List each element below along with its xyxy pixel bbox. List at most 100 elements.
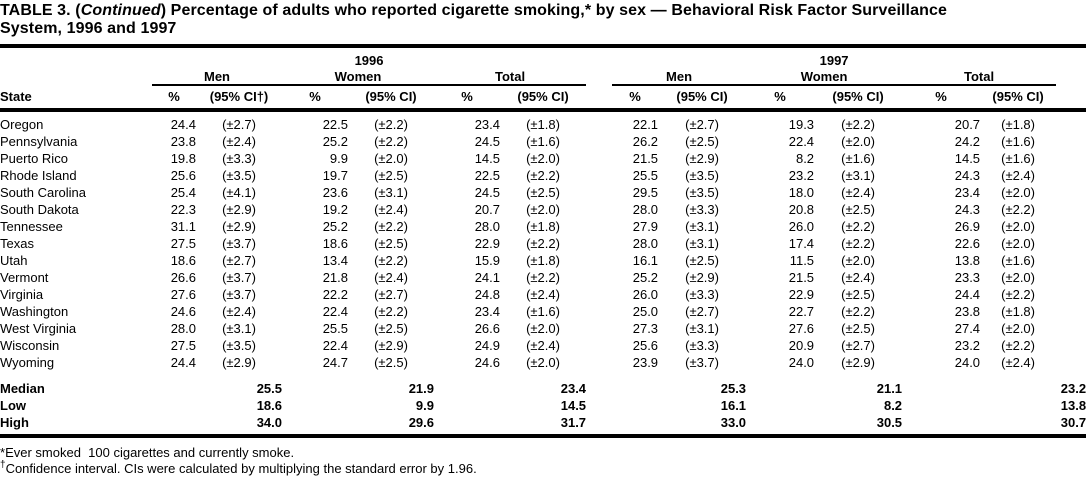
ci-column-header: (95% CI) — [980, 85, 1057, 112]
ci-cell: (±4.1) — [222, 185, 256, 200]
percent-cell: 28.0 — [632, 202, 659, 217]
percent-cell: 20.9 — [788, 338, 815, 353]
state-cell: Tennessee — [0, 219, 63, 234]
state-cell: Wyoming — [0, 355, 55, 370]
group-header-total-1996: Total — [434, 69, 587, 86]
ci-cell: (±2.5) — [374, 355, 408, 370]
percent-cell: 23.9 — [632, 355, 659, 370]
ci-cell: (±2.9) — [685, 151, 719, 166]
state-rows: Oregon 24.4 (±2.7) 22.5 (±2.2) 23.4 (±1.8) 22.1… — [0, 110, 1086, 371]
state-cell: Vermont — [0, 270, 49, 285]
ci-cell: (±2.2) — [526, 168, 560, 183]
state-cell: West Virginia — [0, 321, 77, 336]
percent-cell: 22.5 — [322, 117, 348, 132]
summary-value-cell: 30.5 — [746, 414, 903, 438]
state-column-header: State — [0, 85, 152, 112]
percent-cell: 20.7 — [954, 117, 981, 132]
percent-cell: 21.5 — [788, 270, 815, 285]
table-row: Wyoming 24.4 (±2.9) 24.7 (±2.5) 24.6 (±2.0) 23.… — [0, 354, 1086, 371]
percent-cell: 29.5 — [632, 185, 659, 200]
table-row: Puerto Rico 19.8 (±3.3) 9.9 (±2.0) 14.5 (±2.0)… — [0, 150, 1086, 167]
pad-cell — [1056, 252, 1086, 269]
summary-row: Low 18.6 9.9 14.5 16.1 8.2 13.8 — [0, 397, 1086, 414]
pad-cell — [1056, 235, 1086, 252]
ci-cell: (±3.7) — [222, 236, 256, 251]
percent-cell: 14.5 — [474, 151, 500, 166]
ci-cell: (±3.3) — [685, 287, 719, 302]
ci-column-header: (95% CI) — [348, 85, 434, 112]
ci-cell: (±3.1) — [222, 321, 256, 336]
ci-cell: (±3.5) — [685, 185, 719, 200]
percent-cell: 24.5 — [474, 134, 500, 149]
ci-cell: (±1.6) — [1001, 134, 1035, 149]
state-cell: Texas — [0, 236, 34, 251]
percent-cell: 27.3 — [632, 321, 659, 336]
table-row: Wisconsin 27.5 (±3.5) 22.4 (±2.9) 24.9 (±2.4) 2… — [0, 337, 1086, 354]
table-row: Virginia 27.6 (±3.7) 22.2 (±2.7) 24.8 (±2.4) 26… — [0, 286, 1086, 303]
ci-cell: (±1.8) — [526, 117, 560, 132]
percent-cell: 27.5 — [170, 236, 196, 251]
ci-cell: (±2.0) — [526, 355, 560, 370]
ci-cell: (±2.2) — [1001, 287, 1035, 302]
ci-cell: (±2.7) — [222, 117, 256, 132]
year-gap — [586, 218, 612, 235]
year-gap — [586, 235, 612, 252]
ci-cell: (±2.7) — [685, 304, 719, 319]
percent-cell: 23.2 — [788, 168, 815, 183]
ci-cell: (±2.7) — [685, 117, 719, 132]
percent-cell: 22.6 — [954, 236, 981, 251]
percent-column-header: % — [746, 85, 815, 112]
ci-cell: (±1.8) — [1001, 117, 1035, 132]
percent-cell: 22.1 — [632, 117, 659, 132]
table-header: 1996 1997 Men Women Total Men Women Tota… — [0, 48, 1086, 112]
ci-cell: (±2.9) — [222, 219, 256, 234]
summary-value-cell: 13.8 — [1060, 398, 1086, 413]
table-row: Vermont 26.6 (±3.7) 21.8 (±2.4) 24.1 (±2.2) 25.… — [0, 269, 1086, 286]
ci-cell: (±2.0) — [526, 151, 560, 166]
percent-cell: 24.6 — [170, 304, 196, 319]
percent-cell: 25.2 — [322, 134, 348, 149]
percent-cell: 24.0 — [954, 355, 981, 370]
percent-cell: 24.1 — [474, 270, 500, 285]
state-cell: Puerto Rico — [0, 151, 68, 166]
percent-cell: 27.5 — [170, 338, 196, 353]
ci-cell: (±2.2) — [374, 134, 408, 149]
summary-value-cell: 21.1 — [876, 381, 903, 396]
table-row: Utah 18.6 (±2.7) 13.4 (±2.2) 15.9 (±1.8) 16.1 (±… — [0, 252, 1086, 269]
ci-cell: (±2.4) — [841, 270, 875, 285]
state-cell: Washington — [0, 304, 69, 319]
ci-cell: (±2.0) — [526, 321, 560, 336]
pad-cell — [1056, 320, 1086, 337]
ci-cell: (±2.2) — [374, 117, 408, 132]
year-gap — [586, 252, 612, 269]
ci-column-header: (95% CI†) — [196, 85, 282, 112]
year-gap — [586, 48, 612, 69]
percent-cell: 23.8 — [954, 304, 981, 319]
summary-value-cell: 9.9 — [415, 398, 434, 413]
pad-cell — [1056, 48, 1086, 69]
percent-cell: 23.8 — [170, 134, 196, 149]
table-row: Oregon 24.4 (±2.7) 22.5 (±2.2) 23.4 (±1.8) 22.1… — [0, 110, 1086, 133]
ci-cell: (±2.2) — [1001, 202, 1035, 217]
empty-cell — [0, 48, 152, 69]
table-row: Texas 27.5 (±3.7) 18.6 (±2.5) 22.9 (±2.2) 28.0 (… — [0, 235, 1086, 252]
ci-column-header: (95% CI) — [814, 85, 903, 112]
year-gap — [586, 69, 612, 85]
percent-cell: 27.6 — [788, 321, 815, 336]
percent-cell: 22.9 — [788, 287, 815, 302]
year-gap — [586, 85, 613, 112]
pad-cell — [1056, 354, 1086, 371]
percent-cell: 13.8 — [954, 253, 981, 268]
pad-cell — [1056, 69, 1086, 85]
pad-cell — [1056, 303, 1086, 320]
ci-cell: (±2.0) — [841, 134, 875, 149]
percent-cell: 23.3 — [954, 270, 981, 285]
year-header-1996: 1996 — [354, 53, 384, 68]
percent-cell: 13.4 — [322, 253, 348, 268]
ci-cell: (±1.6) — [526, 134, 560, 149]
percent-cell: 23.4 — [474, 304, 500, 319]
percent-cell: 27.9 — [632, 219, 659, 234]
ci-cell: (±2.2) — [841, 219, 875, 234]
percent-cell: 14.5 — [954, 151, 981, 166]
percent-cell: 23.2 — [954, 338, 981, 353]
